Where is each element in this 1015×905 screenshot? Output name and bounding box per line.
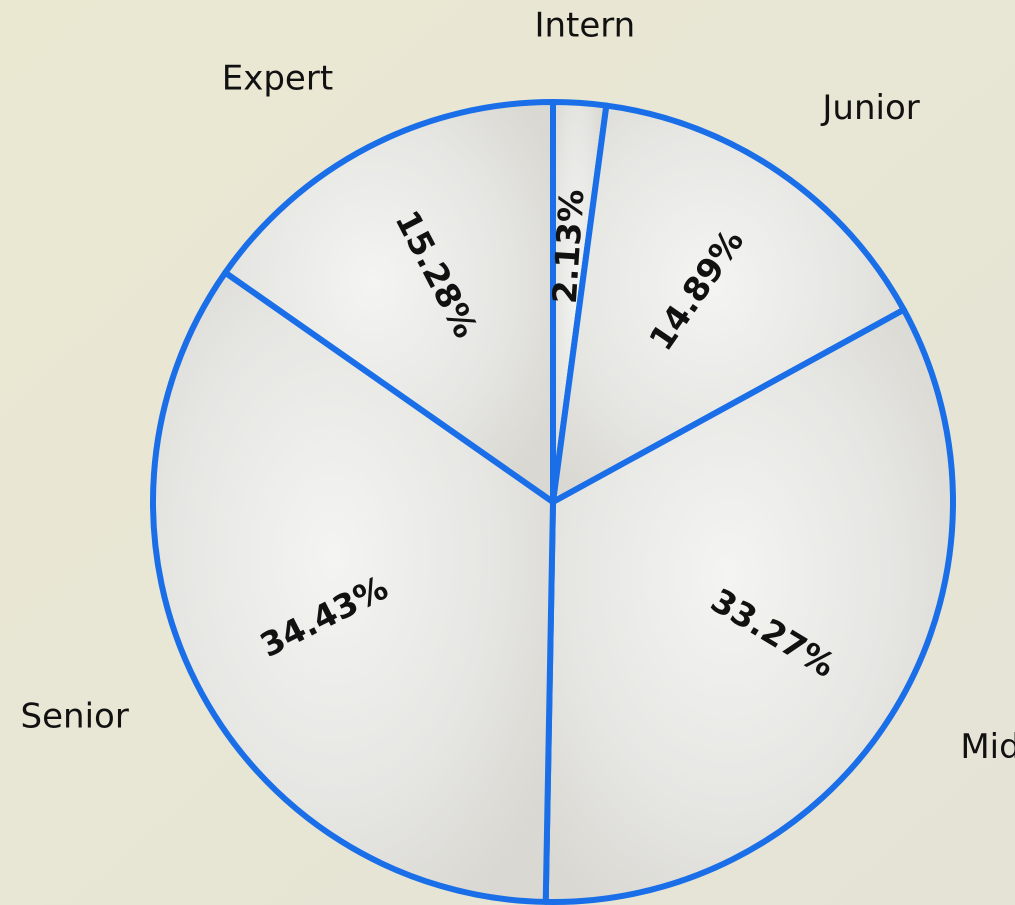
category-label: Senior	[21, 696, 129, 736]
pie-slice	[550, 102, 907, 505]
category-label: Intern	[534, 6, 635, 46]
pie-slice	[542, 306, 956, 905]
category-label: Expert	[222, 58, 333, 98]
pie-slice	[150, 269, 556, 905]
category-label: Mid	[960, 727, 1015, 767]
category-label: Junior	[820, 88, 919, 128]
data-label: 2.13%	[545, 188, 592, 305]
pie-slice	[222, 99, 556, 505]
